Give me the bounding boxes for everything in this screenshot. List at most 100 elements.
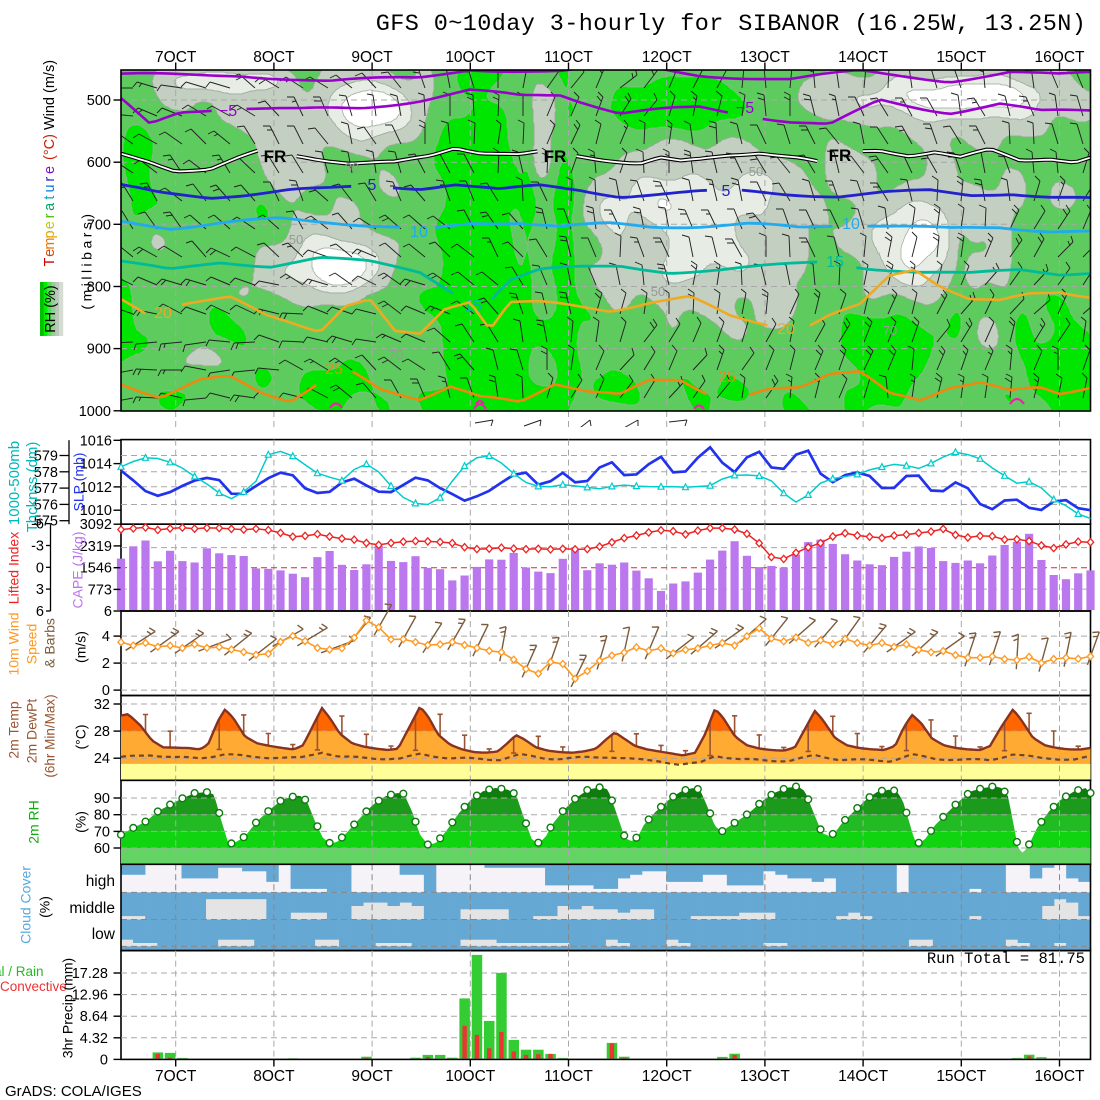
svg-text:SLP (mb): SLP (mb) [71, 453, 87, 512]
svg-text:10OCT: 10OCT [445, 1068, 495, 1085]
svg-text:7OCT: 7OCT [155, 1068, 197, 1085]
svg-text:Cloud Cover: Cloud Cover [18, 866, 34, 944]
svg-text:0: 0 [36, 560, 44, 576]
svg-text:2m RH: 2m RH [26, 800, 42, 844]
svg-text:2m Temp: 2m Temp [6, 701, 22, 759]
svg-text:700: 700 [87, 217, 111, 233]
svg-text:3hr Precip (mm): 3hr Precip (mm) [60, 958, 76, 1058]
svg-text:8OCT: 8OCT [253, 49, 295, 66]
svg-text:T: T [42, 257, 58, 266]
svg-text:1016: 1016 [80, 433, 112, 449]
svg-text:800: 800 [87, 280, 111, 296]
svg-text:t: t [42, 196, 58, 200]
svg-text:50: 50 [651, 284, 665, 299]
svg-text:e: e [42, 221, 58, 229]
svg-text:4.32: 4.32 [80, 1031, 108, 1047]
svg-text:1014: 1014 [80, 457, 112, 473]
svg-text:2m DewPt: 2m DewPt [24, 699, 40, 764]
svg-text:12OCT: 12OCT [642, 49, 692, 66]
svg-text:11OCT: 11OCT [544, 49, 593, 66]
svg-text:& Barbs: & Barbs [42, 618, 58, 668]
svg-text:30: 30 [345, 160, 359, 175]
svg-text:577: 577 [34, 481, 58, 497]
svg-text:-6: -6 [31, 517, 44, 533]
svg-text:16OCT: 16OCT [1035, 1068, 1085, 1085]
svg-text:e: e [42, 249, 58, 257]
svg-text:Total / Rain: Total / Rain [0, 964, 44, 979]
svg-text:FR: FR [829, 146, 852, 165]
svg-text:0: 0 [102, 683, 110, 699]
svg-text:1000-500mb: 1000-500mb [6, 441, 23, 525]
svg-text:50: 50 [289, 232, 303, 247]
svg-text:low: low [92, 926, 116, 943]
svg-text:6: 6 [104, 604, 112, 620]
svg-text:(%): (%) [37, 896, 53, 918]
svg-text:Thcknss (dm): Thcknss (dm) [24, 442, 41, 533]
svg-text:90: 90 [94, 791, 110, 807]
svg-text:32: 32 [94, 697, 110, 713]
svg-text:9OCT: 9OCT [351, 1068, 393, 1085]
svg-text:(m/s): (m/s) [73, 631, 89, 663]
svg-text:13OCT: 13OCT [740, 49, 790, 66]
svg-text:14OCT: 14OCT [838, 1068, 888, 1085]
svg-text:u: u [42, 184, 58, 192]
svg-text:10OCT: 10OCT [445, 49, 495, 66]
svg-text:3092: 3092 [80, 517, 112, 533]
svg-text:60: 60 [94, 841, 110, 857]
svg-text:5: 5 [722, 183, 731, 200]
svg-text:Convective: Convective [0, 979, 67, 994]
svg-text:12.96: 12.96 [72, 988, 108, 1004]
svg-text:4: 4 [102, 629, 110, 645]
svg-text:28: 28 [94, 724, 110, 740]
svg-text:−5: −5 [219, 103, 237, 120]
svg-text:5: 5 [368, 177, 377, 194]
svg-text:high: high [86, 873, 115, 890]
svg-text:80: 80 [94, 808, 110, 824]
svg-text:FR: FR [264, 147, 287, 166]
svg-text:15: 15 [826, 254, 844, 271]
svg-text:70: 70 [389, 347, 403, 362]
svg-text:70: 70 [94, 824, 110, 840]
svg-text:10: 10 [410, 224, 428, 241]
svg-text:(%): (%) [73, 811, 89, 833]
svg-text:575: 575 [34, 514, 58, 530]
svg-text:r: r [42, 177, 58, 182]
svg-text:8.64: 8.64 [80, 1009, 108, 1025]
svg-text:24: 24 [94, 751, 110, 767]
svg-text:1000: 1000 [79, 404, 111, 420]
svg-text:e: e [42, 166, 58, 174]
svg-text:r: r [42, 213, 58, 218]
svg-text:m: m [42, 238, 58, 250]
svg-text:576: 576 [34, 497, 58, 513]
svg-text:20: 20 [777, 321, 795, 338]
svg-text:(°C): (°C) [42, 134, 58, 160]
svg-text:600: 600 [87, 155, 111, 171]
svg-text:(millibars): (millibars) [79, 210, 95, 309]
svg-text:1010: 1010 [80, 503, 112, 519]
svg-text:RH (%): RH (%) [43, 285, 59, 333]
svg-text:12OCT: 12OCT [642, 1068, 692, 1085]
svg-text:(6hr Min/Max): (6hr Min/Max) [43, 694, 58, 777]
svg-text:GrADS: COLA/IGES: GrADS: COLA/IGES [5, 1083, 142, 1100]
svg-text:CAPE (J/kg): CAPE (J/kg) [70, 531, 86, 608]
svg-text:middle: middle [69, 900, 115, 917]
svg-text:17.28: 17.28 [72, 966, 108, 982]
svg-text:2319: 2319 [80, 539, 112, 555]
svg-text:−5: −5 [736, 100, 754, 117]
svg-text:2: 2 [102, 656, 110, 672]
svg-text:15OCT: 15OCT [936, 49, 986, 66]
svg-text:50: 50 [749, 164, 763, 179]
svg-text:11OCT: 11OCT [544, 1068, 593, 1085]
svg-text:10m Wind: 10m Wind [6, 612, 22, 675]
svg-text:578: 578 [34, 465, 58, 481]
svg-text:773: 773 [88, 582, 112, 598]
svg-text:900: 900 [87, 342, 111, 358]
svg-text:3: 3 [36, 582, 44, 598]
svg-text:Wind (m/s): Wind (m/s) [42, 60, 58, 130]
svg-text:FR: FR [544, 147, 567, 166]
svg-text:Speed: Speed [24, 624, 40, 664]
svg-text:14OCT: 14OCT [838, 49, 888, 66]
svg-text:70: 70 [883, 323, 897, 338]
svg-text:16OCT: 16OCT [1035, 49, 1085, 66]
svg-text:p: p [42, 230, 58, 238]
